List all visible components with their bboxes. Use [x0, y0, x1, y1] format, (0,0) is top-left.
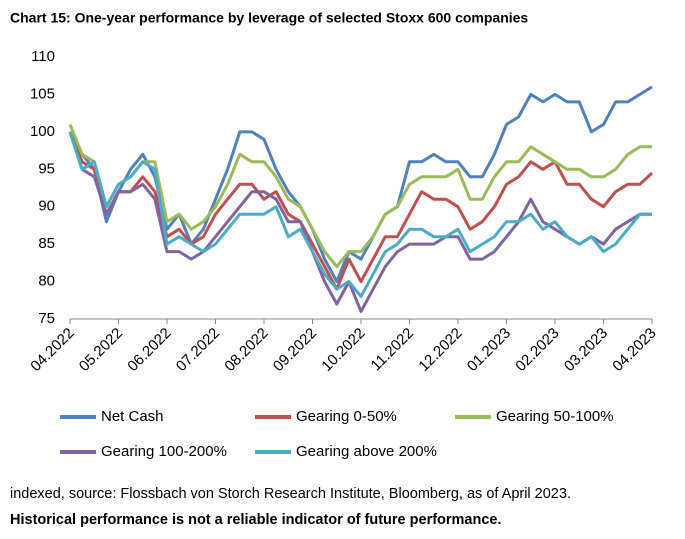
x-tick-label: 09.2022: [270, 325, 320, 375]
series-line: [68, 131, 652, 313]
y-tick-label: 85: [38, 235, 55, 252]
legend-label: Gearing 0-50%: [296, 408, 397, 425]
x-tick-label: 02.2023: [512, 325, 562, 375]
source-note: indexed, source: Flossbach von Storch Re…: [10, 486, 571, 502]
x-tick-label: 06.2022: [124, 325, 174, 375]
series-line: [68, 123, 652, 269]
legend-label: Gearing 50-100%: [496, 408, 614, 425]
y-tick-label: 110: [31, 48, 55, 65]
y-tick-label: 80: [38, 273, 55, 290]
series-line: [68, 131, 652, 298]
x-tick-label: 07.2022: [173, 325, 223, 375]
y-tick-label: 75: [38, 310, 55, 327]
chart-title: Chart 15: One-year performance by levera…: [10, 10, 528, 26]
y-tick-label: 95: [38, 160, 55, 177]
disclaimer: Historical performance is not a reliable…: [10, 512, 502, 528]
x-tick-label: 05.2022: [76, 325, 126, 375]
x-tick-label: 04.2022: [27, 325, 77, 375]
x-tick-label: 12.2022: [415, 325, 465, 375]
x-tick-label: 11.2022: [368, 325, 418, 375]
series-line: [68, 85, 653, 284]
y-tick-label: 100: [30, 123, 55, 140]
x-tick-label: 08.2022: [221, 325, 271, 375]
x-tick-label: 01.2023: [464, 325, 514, 375]
y-tick-label: 90: [38, 198, 55, 215]
x-tick-label: 04.2023: [609, 325, 659, 375]
legend-label: Gearing above 200%: [296, 443, 437, 460]
legend-label: Gearing 100-200%: [101, 443, 227, 460]
x-tick-label: 03.2023: [561, 325, 611, 375]
y-tick-label: 105: [30, 85, 55, 102]
x-tick-label: 10.2022: [318, 325, 368, 375]
legend-label: Net Cash: [101, 408, 164, 425]
